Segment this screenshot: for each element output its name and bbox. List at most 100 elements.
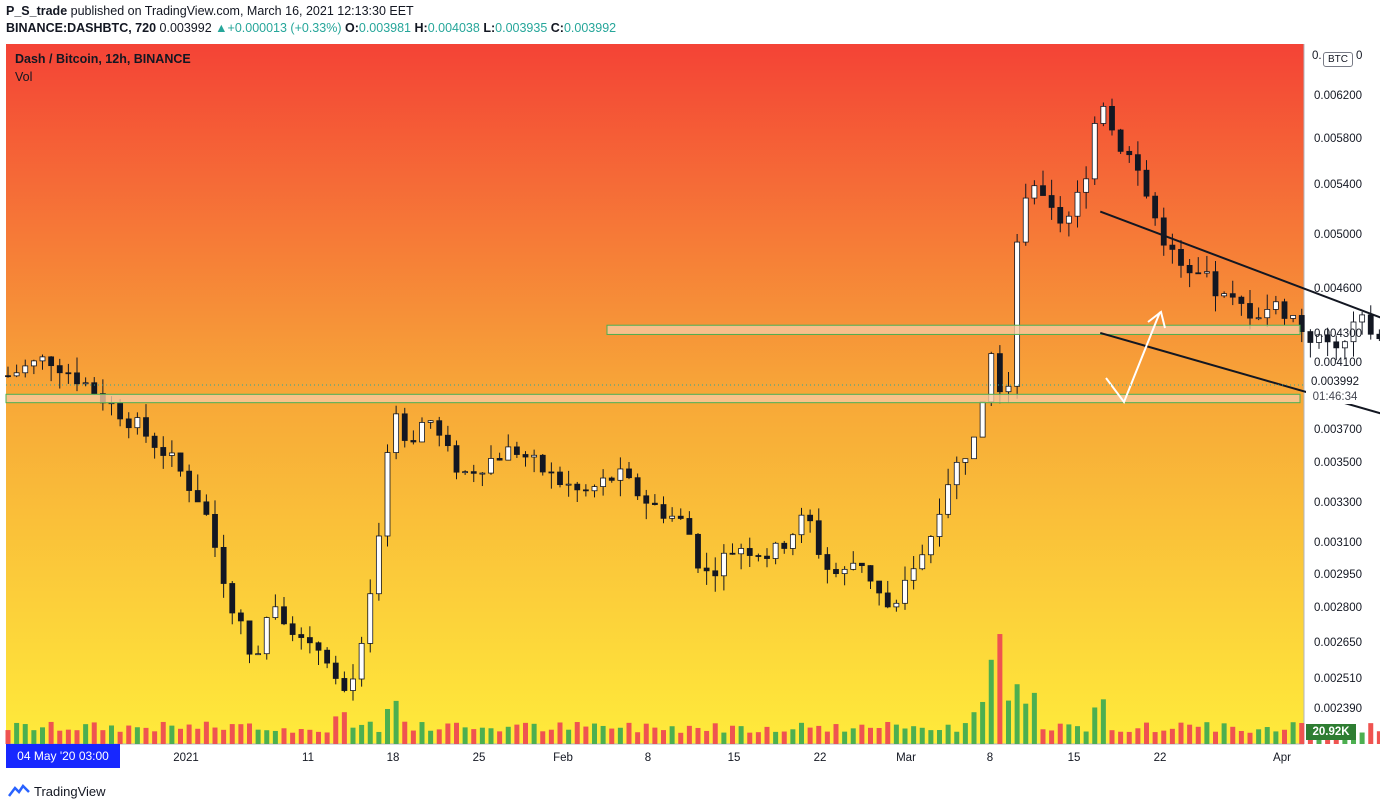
candle: [91, 377, 98, 395]
bear-candle-body: [608, 477, 615, 481]
volume-bar: [1299, 723, 1305, 744]
legend-volume[interactable]: Vol: [15, 70, 33, 84]
crosshair-date-badge: 04 May '20 03:00: [6, 744, 120, 768]
candle: [194, 474, 201, 503]
bear-candle-body: [1048, 195, 1055, 208]
bull-candle-body: [168, 452, 175, 456]
volume-bar: [324, 732, 330, 744]
bear-candle-body: [1126, 150, 1133, 156]
candle: [764, 548, 770, 568]
channel-trendline[interactable]: [1099, 210, 1380, 446]
bear-candle-body: [781, 542, 788, 549]
candle: [1134, 141, 1141, 186]
tradingview-brand[interactable]: TradingView: [34, 784, 106, 799]
volume-bar: [1144, 722, 1149, 744]
close-value: 0.003992: [563, 21, 617, 35]
bear-candle-body: [824, 554, 831, 570]
bear-candle-body: [703, 567, 710, 572]
candle: [548, 462, 555, 489]
volume-bar: [1290, 722, 1296, 744]
volume-bar: [134, 727, 140, 744]
candle: [953, 456, 960, 500]
volume-bar: [548, 729, 554, 744]
bull-candle-body: [488, 458, 494, 474]
volume-bar: [31, 730, 37, 744]
price-tick-label: 0.004100: [1314, 357, 1362, 369]
candle: [1281, 298, 1288, 326]
bull-candle-body: [945, 484, 952, 515]
volume-bar: [617, 727, 623, 744]
volume-bar: [1238, 731, 1244, 744]
candle: [1255, 307, 1262, 321]
channel-trendline[interactable]: [1099, 331, 1380, 510]
bear-candle-body: [48, 356, 55, 367]
candle: [1143, 160, 1150, 199]
candle: [617, 457, 624, 497]
volume-bar: [1109, 730, 1115, 744]
bear-candle-body: [1169, 244, 1176, 250]
candle: [634, 473, 641, 500]
bull-candle-body: [789, 534, 796, 549]
date-tick-label: 25: [472, 752, 486, 764]
bear-candle-body: [574, 483, 581, 491]
candle: [384, 444, 391, 547]
bear-candle-body: [186, 470, 193, 491]
date-tick-label: Mar: [896, 752, 916, 764]
candle: [557, 466, 563, 488]
volume-bar: [1376, 731, 1380, 744]
volume-bar: [109, 725, 114, 744]
candle: [13, 364, 20, 378]
projection-arrow[interactable]: [1105, 311, 1161, 405]
volume-bar: [169, 725, 175, 744]
bull-candle-body: [1316, 334, 1322, 343]
low-label: L:: [483, 21, 496, 35]
volume-bar: [842, 731, 848, 744]
price-chart[interactable]: [0, 40, 1380, 778]
candle: [1307, 329, 1314, 358]
bear-candle-body: [651, 502, 658, 505]
candle: [393, 405, 400, 460]
volume-bar: [22, 724, 28, 744]
volume-bar: [902, 728, 908, 744]
volume-bar: [74, 730, 80, 744]
bear-candle-body: [677, 515, 684, 519]
candle: [1367, 305, 1374, 340]
candle: [505, 434, 512, 461]
candle: [263, 616, 270, 660]
currency-badge[interactable]: BTC: [1323, 52, 1353, 67]
volume-bar: [721, 732, 727, 744]
candle: [186, 464, 193, 503]
volume-bar: [669, 726, 675, 744]
volume-bar: [1057, 723, 1063, 744]
date-tick-label: 8: [986, 752, 994, 764]
support-resistance-zone[interactable]: [5, 393, 1301, 404]
volume-bar: [574, 722, 580, 744]
volume-bar: [885, 721, 891, 744]
last-value: 0.003992: [159, 21, 212, 35]
bull-candle-body: [255, 653, 262, 656]
date-tick-label: 15: [1067, 752, 1081, 764]
legend-title[interactable]: Dash / Bitcoin, 12h, BINANCE: [15, 52, 191, 66]
candle: [488, 445, 494, 475]
tradingview-logo-icon[interactable]: [8, 783, 30, 799]
volume-bar: [212, 727, 218, 744]
volume-bar: [1247, 732, 1253, 744]
support-resistance-zone[interactable]: [606, 324, 1301, 335]
volume-bar: [479, 727, 485, 744]
bull-candle-body: [953, 461, 960, 486]
author-name[interactable]: P_S_trade: [6, 4, 68, 18]
publish-info: P_S_trade published on TradingView.com, …: [6, 4, 414, 18]
bull-candle-body: [910, 568, 917, 581]
volume-bar: [195, 728, 201, 744]
date-tick-label: 11: [302, 752, 314, 764]
candle: [1178, 240, 1184, 278]
bear-candle-body: [807, 514, 814, 522]
candle: [1341, 340, 1348, 360]
bear-candle-body: [1281, 301, 1288, 319]
candle: [893, 599, 900, 612]
volume-bar: [359, 724, 365, 744]
bear-candle-body: [220, 546, 227, 584]
candle: [332, 655, 339, 685]
volume-bar: [1195, 726, 1201, 744]
volume-bar: [247, 723, 252, 744]
